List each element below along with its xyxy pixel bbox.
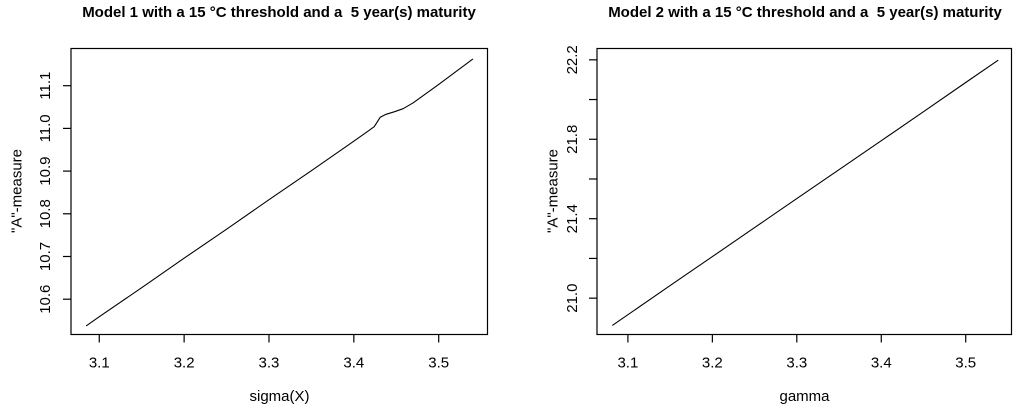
y-tick-label: 21.8 [564, 125, 581, 154]
y-tick-label: 21.4 [564, 204, 581, 233]
x-tick-label: 3.3 [259, 355, 280, 372]
y-tick-label: 10.8 [37, 199, 54, 228]
model1-plot: 3.1 3.2 3.3 3.4 3.5 10.6 10.7 10.8 10.9 11.0 11.1 [37, 47, 489, 372]
x-tick-label: 3.2 [702, 355, 723, 372]
chart-title-model1: Model 1 with a 15 °C threshold and a 5 y… [82, 4, 476, 21]
y-tick-label: 11.0 [37, 114, 54, 142]
x-tick-label: 3.4 [871, 355, 892, 372]
x-tick-label: 3.4 [343, 355, 364, 372]
x-tick-label: 3.1 [617, 355, 638, 372]
x-axis-label-model2: gamma [779, 388, 830, 405]
y-tick-label: 10.7 [37, 242, 54, 271]
y-tick-label: 10.6 [37, 285, 54, 314]
y-tick-label: 11.1 [37, 72, 54, 100]
x-tick-label: 3.5 [955, 355, 976, 372]
y-tick-label: 21.0 [564, 284, 581, 313]
y-tick-label: 22.2 [564, 45, 581, 74]
x-tick-label: 3.2 [174, 355, 195, 372]
model2-plot: 3.1 3.2 3.3 3.4 3.5 21.0 21.4 21.8 22.2 [564, 45, 1013, 372]
x-tick-label: 3.5 [428, 355, 449, 372]
plot-box [596, 47, 1013, 336]
plot-box [70, 47, 489, 336]
x-tick-label: 3.1 [89, 355, 110, 372]
x-tick-label: 3.3 [786, 355, 807, 372]
data-line [85, 58, 474, 327]
x-axis-label-model1: sigma(X) [249, 388, 310, 405]
y-tick-label: 10.9 [37, 156, 54, 185]
chart-title-model2: Model 2 with a 15 °C threshold and a 5 y… [608, 4, 1002, 21]
data-line [612, 59, 999, 326]
